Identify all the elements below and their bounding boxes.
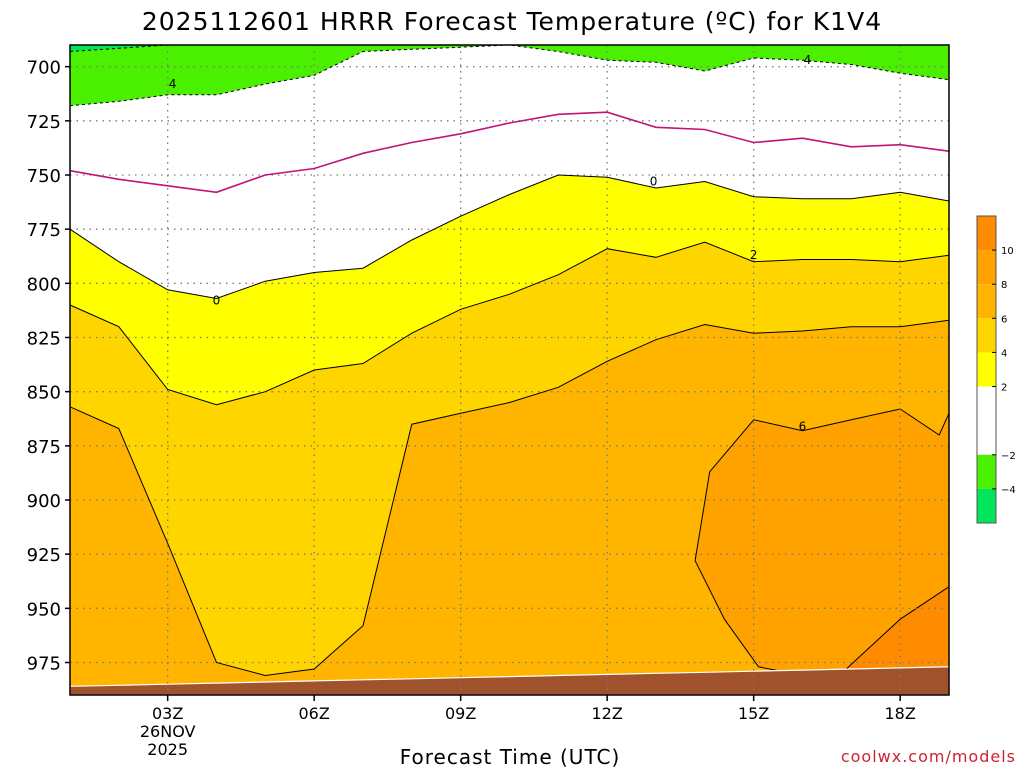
band-4-to-6 <box>70 242 949 676</box>
colorbar-band--4 <box>977 454 996 489</box>
colorbar-label-3: 4 <box>1001 348 1007 359</box>
x-axis-label: Forecast Time (UTC) <box>400 745 621 768</box>
ytick-label-975: 975 <box>27 654 61 675</box>
colorbar-band-10 <box>977 216 996 251</box>
contour-label-0: 4 <box>169 77 177 91</box>
isotherm-4 <box>69 241 950 406</box>
xtick-label-15Z: 15Z <box>738 704 769 723</box>
ytick-label-875: 875 <box>27 437 61 458</box>
ytick-label-725: 725 <box>27 112 61 133</box>
credit-text: coolwx.com/models <box>841 747 1016 766</box>
colorbar-label-5: −2 <box>1001 451 1016 462</box>
ytick-label-850: 850 <box>27 383 61 404</box>
contour-label-4: 2 <box>750 248 758 262</box>
plot-frame <box>69 44 950 696</box>
ytick-label-775: 775 <box>27 220 61 241</box>
xtick-sublabel-1: 2025 <box>147 740 188 759</box>
isotherm-0 <box>69 111 950 194</box>
colorbar-frame <box>976 215 997 524</box>
colorbar-band-2 <box>977 352 996 387</box>
isotherm-2 <box>69 174 950 300</box>
colorbar-band-6 <box>977 284 996 319</box>
ytick-label-750: 750 <box>27 166 61 187</box>
colorbar-legend: 10 8 6 4 2 −2 −4 <box>976 215 1016 524</box>
xtick-label-12Z: 12Z <box>592 704 623 723</box>
ytick-label-700: 700 <box>27 58 61 79</box>
colorbar-label-1: 8 <box>1001 280 1007 291</box>
y-axis: 700 725 750 775 800 825 850 875 900 925 950 975 <box>27 58 70 675</box>
contour-label-2: 0 <box>213 294 221 308</box>
xtick-label-09Z: 09Z <box>445 704 476 723</box>
plot-area: 4 4 0 0 2 6 <box>69 44 950 696</box>
ytick-label-950: 950 <box>27 599 61 620</box>
ytick-label-800: 800 <box>27 274 61 295</box>
band-minus2-to-2 <box>70 45 949 299</box>
contour-label-5: 6 <box>799 419 807 433</box>
colorbar-band-4 <box>977 318 996 353</box>
colorbar-label-6: −4 <box>1001 485 1016 496</box>
chart-title: 2025112601 HRRR Forecast Temperature (ºC… <box>142 7 882 36</box>
ytick-label-900: 900 <box>27 491 61 512</box>
xtick-label-18Z: 18Z <box>885 704 916 723</box>
ytick-label-925: 925 <box>27 545 61 566</box>
contour-label-3: 0 <box>650 175 658 189</box>
colorbar-label-2: 6 <box>1001 314 1007 325</box>
colorbar-band-8 <box>977 250 996 285</box>
band-minus4-to-minus2 <box>70 45 949 106</box>
colorbar-band--2 <box>977 386 996 455</box>
colorbar-band--6 <box>977 488 996 523</box>
xtick-label-03Z: 03Z <box>152 704 183 723</box>
contour-label-1: 4 <box>804 53 812 67</box>
colorbar-label-4: 2 <box>1001 383 1007 394</box>
xtick-sublabel-0: 26NOV <box>140 722 196 741</box>
colorbar-label-0: 10 <box>1001 246 1014 257</box>
isotherm-minus2 <box>69 44 950 107</box>
isotherm-6 <box>69 319 950 677</box>
ground-terrain <box>69 666 950 696</box>
ytick-label-825: 825 <box>27 329 61 350</box>
band-2-to-4 <box>70 175 949 405</box>
xtick-label-06Z: 06Z <box>299 704 330 723</box>
